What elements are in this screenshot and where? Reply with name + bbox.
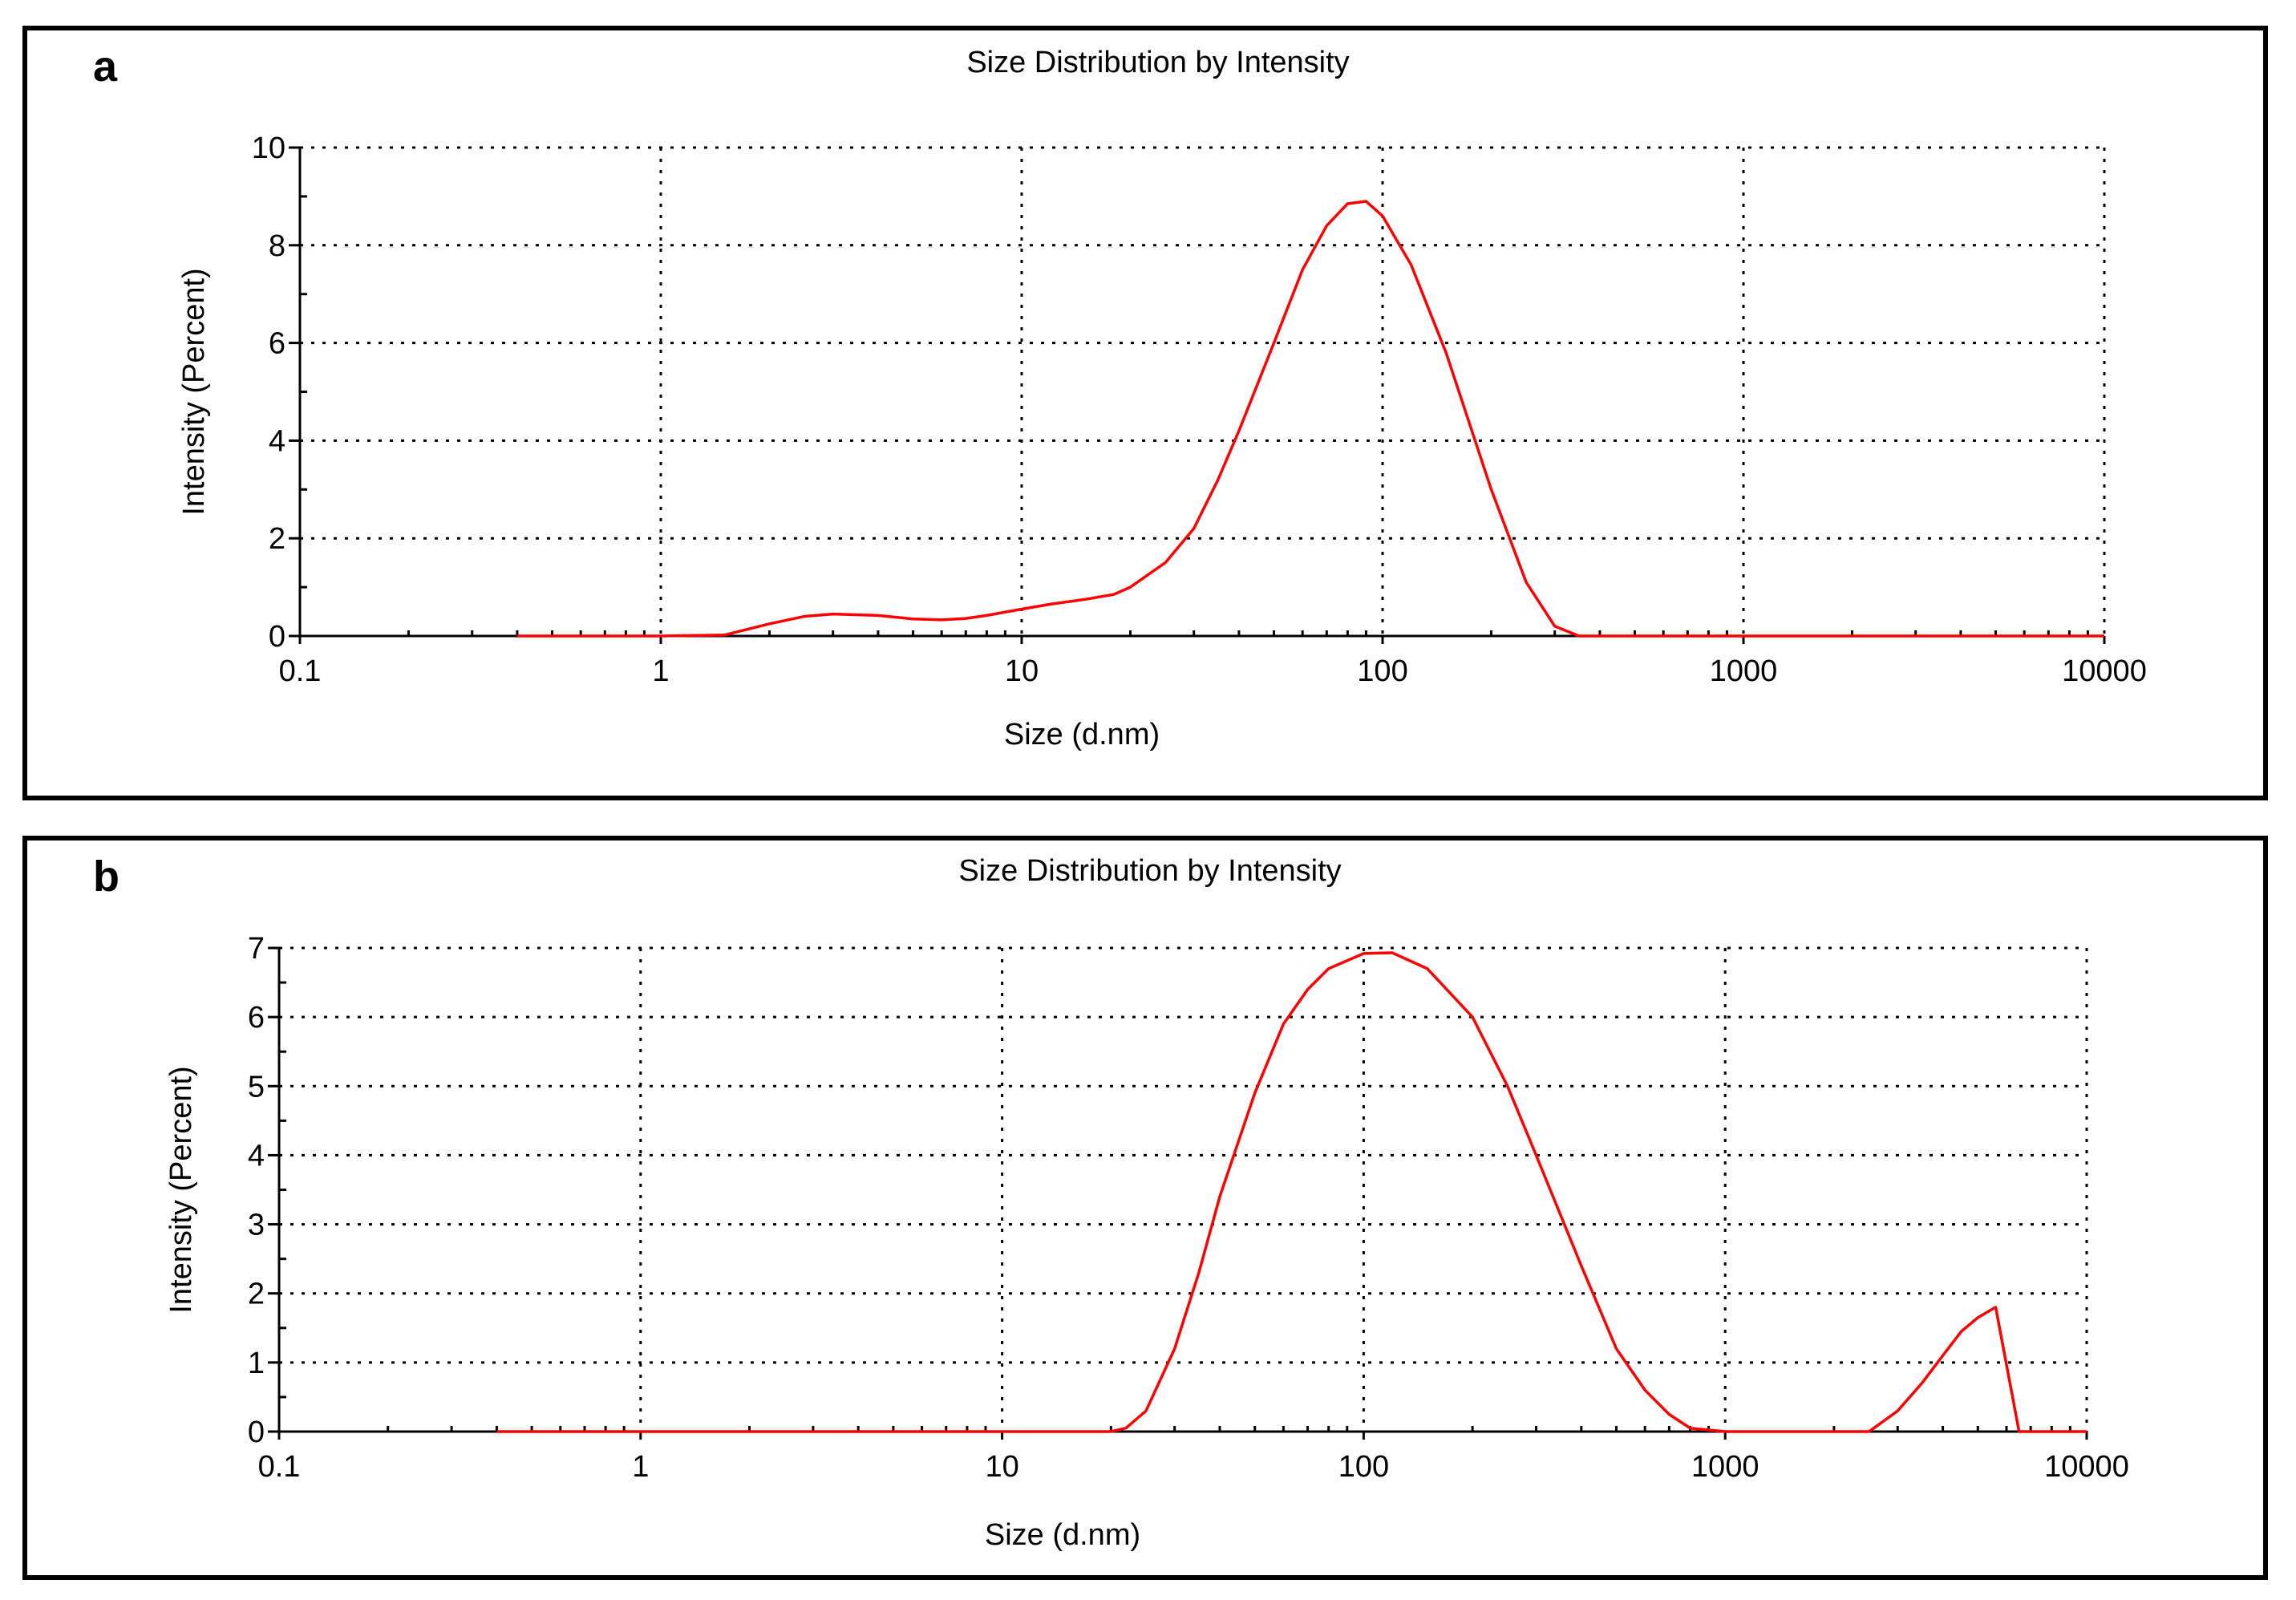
y-tick-label: 6 — [248, 1001, 265, 1035]
x-tick-label: 0.1 — [279, 654, 322, 688]
panel-label-b: b — [93, 853, 119, 901]
x-axis-label: Size (d.nm) — [1004, 718, 1160, 751]
x-tick-label: 100 — [1338, 1450, 1389, 1484]
chart-title: Size Distribution by Intensity — [966, 46, 1349, 79]
y-tick-label: 0 — [248, 1416, 265, 1449]
y-tick-label: 4 — [248, 1139, 265, 1173]
x-tick-label: 100 — [1357, 654, 1407, 688]
y-axis-label: Intensity (Percent) — [177, 268, 211, 515]
y-tick-label: 6 — [269, 327, 285, 361]
y-tick-label: 4 — [269, 424, 285, 458]
x-tick-label: 0.1 — [258, 1450, 301, 1484]
x-tick-label: 1 — [632, 1450, 649, 1484]
y-tick-label: 7 — [248, 932, 265, 966]
y-tick-label: 2 — [269, 522, 285, 556]
data-series-line — [516, 200, 2104, 638]
y-axis-label: Intensity (Percent) — [164, 1066, 198, 1313]
y-tick-label: 8 — [269, 229, 285, 263]
x-tick-label: 1 — [652, 654, 669, 688]
y-tick-label: 3 — [248, 1209, 265, 1242]
x-tick-label: 10 — [985, 1450, 1018, 1484]
y-tick-label: 1 — [248, 1347, 265, 1380]
data-series-line — [496, 951, 2087, 1433]
x-tick-label: 10000 — [2062, 654, 2147, 688]
chart-panel-b: b Size Distribution by Intensity 0.1 1 10 10… — [22, 836, 2268, 1580]
x-tick-label: 1000 — [1691, 1450, 1759, 1484]
x-tick-label: 1000 — [1710, 654, 1778, 688]
x-tick-label: 10 — [1005, 654, 1039, 688]
x-axis-label: Size (d.nm) — [985, 1518, 1140, 1552]
y-tick-label: 10 — [252, 132, 285, 165]
chart-panel-a: a Size Distribution by Intensity 0.1 1 10 10… — [22, 26, 2268, 800]
y-tick-label: 5 — [248, 1070, 265, 1104]
panel-label-a: a — [93, 43, 118, 91]
x-tick-label: 10000 — [2044, 1450, 2129, 1484]
chart-title: Size Distribution by Intensity — [958, 854, 1341, 888]
y-tick-label: 0 — [269, 620, 285, 654]
y-tick-label: 2 — [248, 1278, 265, 1311]
